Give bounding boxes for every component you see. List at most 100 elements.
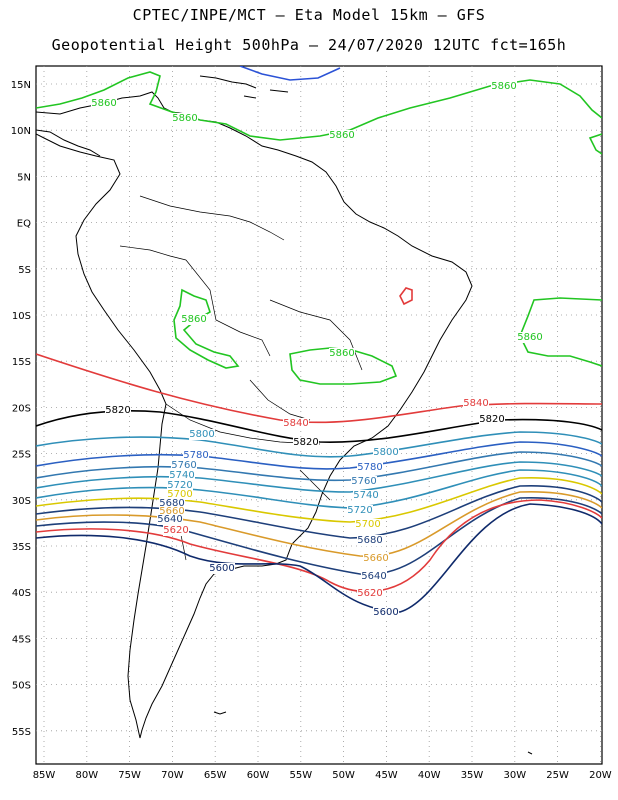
contour-label-bg	[479, 414, 505, 425]
contour-label: 5600	[209, 563, 234, 574]
contour-label: 5860	[329, 348, 354, 359]
contour-label: 5620	[357, 588, 382, 599]
latitude-tick-label: 40S	[12, 588, 31, 599]
contour-label: 5680	[357, 535, 382, 546]
contour-label: 5780	[183, 450, 208, 461]
contour-label-bg	[171, 460, 197, 471]
contour-label-bg	[157, 514, 183, 525]
contour-label-bg	[329, 130, 355, 141]
contour-label: 5860	[517, 332, 542, 343]
contour-label: 5640	[157, 514, 182, 525]
contour-label: 5680	[159, 498, 184, 509]
contour-label: 5720	[167, 480, 192, 491]
contour-label: 5860	[329, 130, 354, 141]
contour-label: 5860	[91, 98, 116, 109]
contour-label-bg	[347, 505, 373, 516]
latitude-tick-label: 10S	[12, 311, 31, 322]
contour-label-bg	[329, 348, 355, 359]
contour-label-bg	[159, 498, 185, 509]
contour-label: 5840	[283, 418, 308, 429]
contour-5780	[36, 441, 602, 470]
contour-label: 5660	[363, 553, 388, 564]
contour-5760	[36, 451, 602, 482]
contour-label: 5740	[169, 470, 194, 481]
contour-label-bg	[91, 98, 117, 109]
latitude-tick-label: 5N	[17, 172, 31, 183]
contour-5860-north	[36, 71, 602, 141]
latitude-tick-label: 15S	[12, 357, 31, 368]
contour-5660	[36, 491, 602, 557]
latitude-labels: 15N 10N 5N EQ 5S 10S 15S 20S 25S 30S 35S 40S 45S 50S 5…	[11, 80, 31, 738]
contour-label: 5860	[172, 113, 197, 124]
longitude-tick-label: 65W	[204, 770, 227, 781]
latitude-tick-label: 10N	[11, 126, 31, 137]
contour-5840	[36, 353, 602, 424]
contour-5640	[36, 497, 602, 576]
latitude-tick-label: 55S	[12, 727, 31, 738]
contour-label: 5860	[491, 81, 516, 92]
latitude-tick-label: 15N	[11, 80, 31, 91]
contour-label-bg	[183, 450, 209, 461]
contour-label-bg	[355, 519, 381, 530]
longitude-tick-label: 30W	[503, 770, 526, 781]
longitude-tick-label: 75W	[118, 770, 141, 781]
contour-label: 5760	[171, 460, 196, 471]
contour-5860-bolivia	[173, 288, 240, 369]
longitude-tick-label: 70W	[161, 770, 184, 781]
latitude-tick-label: 25S	[12, 450, 31, 461]
contour-label-bg	[353, 490, 379, 501]
longitude-tick-label: 45W	[375, 770, 398, 781]
contour-label-bg	[105, 405, 131, 416]
contour-label: 5800	[189, 429, 214, 440]
contour-label-bg	[293, 437, 319, 448]
longitude-labels: 85W 80W 75W 70W 65W 60W 55W 50W 45W 40W 35W 30W 25W 2…	[33, 770, 612, 781]
contour-label-bg	[517, 332, 543, 343]
contour-label: 5660	[159, 506, 184, 517]
contour-label: 5720	[347, 505, 372, 516]
contour-label: 5820	[479, 414, 504, 425]
contour-label: 5700	[167, 489, 192, 500]
contour-5700	[36, 477, 602, 523]
longitude-tick-label: 50W	[332, 770, 355, 781]
contour-label: 5800	[373, 447, 398, 458]
contour-label: 5860	[181, 314, 206, 325]
contour-label-bg	[189, 429, 215, 440]
contour-label-bg	[357, 462, 383, 473]
contour-label: 5760	[351, 476, 376, 487]
longitude-tick-label: 40W	[418, 770, 441, 781]
latitude-tick-label: EQ	[17, 219, 31, 230]
map-subtitle: Geopotential Height 500hPa – 24/07/2020 …	[51, 36, 567, 54]
latitude-tick-label: 5S	[18, 265, 31, 276]
contour-label-bg	[172, 113, 198, 124]
contour-label-bg	[351, 476, 377, 487]
contour-label-bg	[373, 607, 399, 618]
contour-5880	[239, 66, 341, 81]
contour-label-bg	[163, 525, 189, 536]
longitude-tick-label: 60W	[247, 770, 270, 781]
longitude-tick-label: 35W	[461, 770, 484, 781]
latitude-tick-label: 20S	[12, 403, 31, 414]
contour-label-bg	[159, 506, 185, 517]
contour-label: 5820	[105, 405, 130, 416]
contour-label: 5840	[463, 398, 488, 409]
contour-label-bg	[373, 447, 399, 458]
contour-label: 5740	[353, 490, 378, 501]
latitude-tick-label: 35S	[12, 542, 31, 553]
contour-5680	[36, 485, 602, 539]
longitude-tick-label: 80W	[75, 770, 98, 781]
contour-label-bg	[167, 489, 193, 500]
contour-label-bg	[361, 571, 387, 582]
contour-label-bg	[357, 588, 383, 599]
longitude-tick-label: 25W	[546, 770, 569, 781]
contour-label-bg	[169, 470, 195, 481]
contour-label: 5600	[373, 607, 398, 618]
contour-label-bg	[181, 314, 207, 325]
contour-5740	[36, 461, 602, 493]
latitude-tick-label: 30S	[12, 496, 31, 507]
contour-label-bg	[283, 418, 309, 429]
contour-5800	[36, 431, 602, 458]
contour-label-bg	[491, 81, 517, 92]
contour-5860-atlantic	[519, 297, 602, 367]
contour-label-bg	[167, 480, 193, 491]
contour-label: 5780	[357, 462, 382, 473]
